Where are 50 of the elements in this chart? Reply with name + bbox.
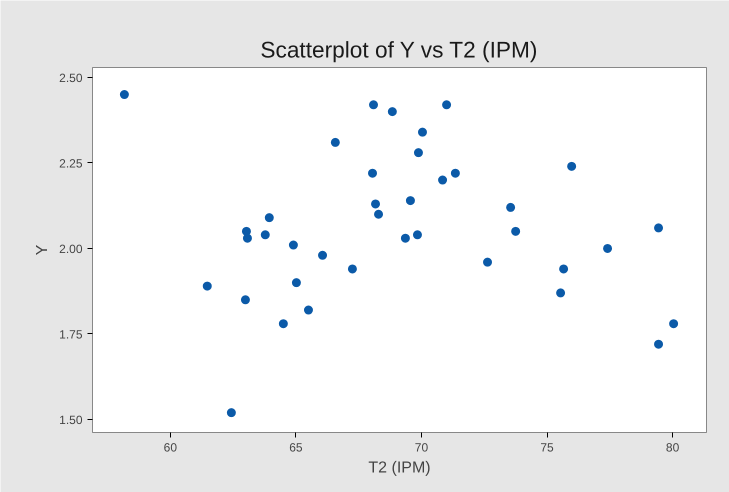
point — [318, 250, 328, 260]
point — [278, 319, 288, 328]
x-tick-label: 75 — [540, 440, 554, 454]
y-tick-label: 1.50 — [59, 413, 83, 427]
point — [400, 234, 410, 243]
point — [374, 210, 384, 219]
point — [654, 223, 664, 232]
y-tick-label: 1.75 — [59, 327, 83, 342]
point — [438, 176, 448, 185]
y-tick-label: 2.25 — [59, 156, 83, 170]
point — [288, 240, 298, 250]
y-tick-label: 2.00 — [59, 242, 83, 256]
point — [260, 230, 270, 240]
point — [412, 230, 422, 240]
point — [330, 138, 340, 147]
chart-title: Scatterplot of Y vs T2 (IPM) — [260, 36, 538, 62]
point — [669, 319, 678, 328]
point — [240, 295, 250, 304]
point — [348, 264, 357, 274]
point — [442, 100, 452, 110]
x-tick-label: 60 — [164, 440, 178, 454]
point — [418, 128, 427, 137]
point — [414, 148, 423, 158]
point — [559, 264, 568, 274]
x-axis-title: T2 (IPM) — [368, 460, 431, 476]
point — [292, 278, 301, 288]
point — [603, 244, 612, 253]
point — [567, 162, 576, 171]
point — [242, 234, 252, 243]
point — [304, 306, 313, 315]
y-tick-label: 2.50 — [59, 70, 83, 85]
x-tick-label: 80 — [666, 440, 680, 454]
x-tick-label: 70 — [414, 440, 428, 454]
point — [450, 168, 460, 178]
point — [483, 258, 492, 267]
point — [654, 340, 664, 349]
point — [406, 196, 415, 206]
y-axis-title: Y — [34, 244, 52, 256]
point — [202, 282, 212, 291]
point — [388, 107, 397, 116]
x-tick-label: 65 — [289, 440, 303, 454]
point — [511, 226, 520, 236]
point — [120, 90, 129, 100]
point — [371, 200, 380, 208]
point — [556, 288, 566, 298]
point — [506, 202, 516, 212]
point — [368, 168, 378, 178]
point — [226, 408, 236, 418]
point — [264, 213, 274, 222]
point — [369, 100, 378, 110]
